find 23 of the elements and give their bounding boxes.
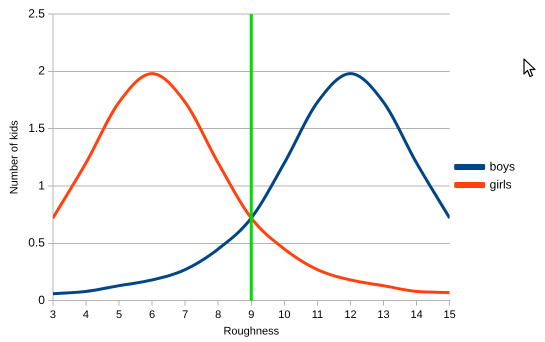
x-tick-label: 8 [215, 309, 222, 322]
y-tick-label: 0.5 [28, 236, 46, 250]
y-tick-label: 2.5 [28, 6, 46, 20]
x-axis-title: Roughness [223, 325, 280, 338]
y-tick-label: 2 [38, 64, 46, 78]
x-tick-label: 12 [344, 309, 357, 322]
y-tick-label: 0 [38, 292, 46, 307]
x-tick-label: 4 [82, 309, 90, 322]
legend-label: girls [490, 177, 512, 192]
y-axis-title: Number of kids [8, 120, 21, 194]
x-tick-label: 10 [278, 309, 290, 322]
y-tick-label: 1 [38, 178, 46, 192]
y-tick-label: 1.5 [28, 120, 46, 135]
x-tick-label: 15 [444, 309, 456, 322]
x-tick-label: 11 [312, 309, 324, 322]
x-tick-label: 5 [116, 309, 122, 322]
legend-label: boys [490, 159, 516, 174]
x-tick-label: 14 [410, 309, 423, 322]
x-tick-label: 3 [50, 309, 56, 322]
x-tick-label: 9 [248, 309, 254, 322]
x-tick-label: 6 [149, 309, 156, 322]
x-tick-label: 13 [377, 309, 390, 322]
x-tick-label: 7 [182, 309, 188, 322]
